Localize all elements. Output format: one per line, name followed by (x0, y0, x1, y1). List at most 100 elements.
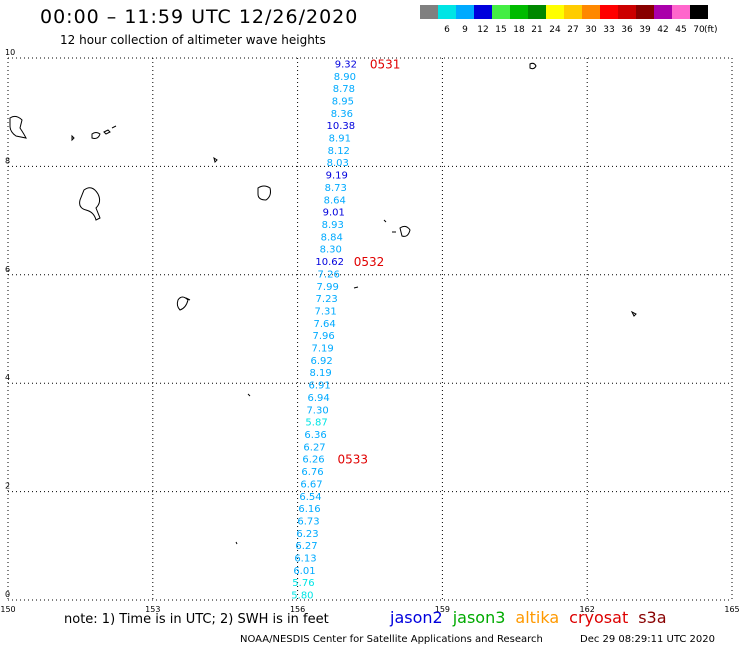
satellite-legend: jason2 jason3 altika cryosat s3a (390, 608, 677, 627)
island-outline (91, 125, 117, 139)
wave-height-value: 6.73 (297, 516, 319, 527)
legend-label: 24 (549, 25, 561, 35)
wave-height-value: 7.26 (318, 269, 340, 280)
wave-height-value: 6.16 (298, 504, 320, 515)
legend-label: 39 (639, 25, 651, 35)
lat-tick-label: 0 (5, 590, 10, 599)
legend-label: 70 (693, 25, 705, 35)
wave-height-value: 7.31 (315, 306, 337, 317)
wave-height-value: 8.78 (333, 84, 355, 95)
wave-height-value: 8.30 (320, 245, 342, 256)
wave-height-value: 5.80 (291, 591, 313, 602)
wave-height-value: 6.94 (307, 393, 329, 404)
island-outline (79, 187, 101, 221)
wave-height-value: 5.76 (292, 578, 314, 589)
island-outline (529, 62, 537, 70)
satellite-name: s3a (638, 608, 667, 627)
legend-label: 15 (495, 25, 506, 35)
legend-swatch (636, 5, 654, 19)
island-outline (176, 296, 191, 311)
legend-label: 18 (513, 25, 525, 35)
lat-tick-label: 8 (5, 156, 10, 165)
wave-height-value: 10.38 (326, 121, 355, 132)
pass-time-label: 0533 (338, 453, 369, 467)
legend-swatch (564, 5, 582, 19)
satellite-name: cryosat (569, 608, 629, 627)
legend-label: 6 (444, 25, 450, 35)
wave-height-value: 8.19 (309, 368, 331, 379)
lon-tick-label: 162 (580, 605, 595, 614)
wave-height-value: 6.91 (308, 381, 330, 392)
lon-tick-label: 159 (435, 605, 450, 614)
island-outline (383, 219, 411, 237)
legend-swatch (654, 5, 672, 19)
wave-height-value: 8.64 (324, 195, 346, 206)
wave-height-value: 7.64 (314, 319, 336, 330)
wave-height-value: 7.96 (313, 331, 335, 342)
legend-label: 21 (531, 25, 542, 35)
legend-swatch (456, 5, 474, 19)
island-outline (257, 185, 271, 201)
island-outlines (9, 62, 637, 545)
axis-tick-labels: 150 153 156 159 162 165 0 2 4 6 8 10 (0, 48, 739, 614)
wave-height-value: 6.27 (303, 442, 325, 453)
island-outline (213, 156, 218, 163)
island-outline (235, 541, 238, 545)
legend-label: 12 (477, 25, 488, 35)
lon-tick-label: 150 (0, 605, 15, 614)
legend-swatch (600, 5, 618, 19)
satellite-name: jason3 (452, 608, 506, 627)
legend-label: 30 (585, 25, 597, 35)
lon-tick-label: 156 (290, 605, 305, 614)
legend-swatch (690, 5, 708, 19)
wave-height-value: 8.91 (329, 134, 351, 145)
wave-height-value: 6.23 (296, 529, 318, 540)
legend-swatch (618, 5, 636, 19)
legend-label: 42 (657, 25, 668, 35)
wave-height-value: 7.99 (317, 282, 339, 293)
legend-swatch (510, 5, 528, 19)
wave-height-value: 10.62 (315, 257, 344, 268)
satellite-name: altika (515, 608, 560, 627)
lon-tick-label: 153 (145, 605, 160, 614)
island-outline (71, 134, 75, 142)
wave-height-value: 8.03 (327, 158, 349, 169)
satellite-name: jason2 (390, 608, 443, 627)
credit-text: NOAA/NESDIS Center for Satellite Applica… (240, 634, 543, 645)
color-legend: 6 9 12 15 18 21 24 27 30 33 36 39 42 45 70 (ft) (420, 5, 718, 35)
legend-label: 45 (675, 25, 686, 35)
legend-swatch (474, 5, 492, 19)
wave-height-value: 7.23 (316, 294, 338, 305)
lat-tick-label: 6 (5, 265, 10, 274)
island-outline (353, 286, 359, 289)
legend-swatch (420, 5, 438, 19)
legend-swatch (438, 5, 456, 19)
pass-time-labels: 0531 0532 0533 (338, 57, 401, 466)
wave-height-value: 6.54 (299, 492, 321, 503)
wave-height-value: 8.93 (322, 220, 344, 231)
wave-height-value: 6.13 (294, 554, 316, 565)
wave-height-value: 6.92 (310, 356, 332, 367)
lat-tick-label: 2 (5, 482, 10, 491)
wave-height-value: 5.87 (305, 418, 327, 429)
pass-time-label: 0532 (354, 255, 385, 269)
wave-height-value: 6.76 (301, 467, 323, 478)
legend-swatch (492, 5, 510, 19)
map-title: 00:00 – 11:59 UTC 12/26/2020 (40, 6, 359, 28)
wave-height-value: 8.84 (321, 232, 343, 243)
lon-tick-label: 165 (724, 605, 739, 614)
wave-height-value: 8.12 (328, 146, 350, 157)
wave-height-value: 9.19 (326, 171, 348, 182)
legend-swatch (528, 5, 546, 19)
wave-height-value: 6.67 (300, 479, 322, 490)
island-outline (630, 310, 637, 317)
footer-note: note: 1) Time is in UTC; 2) SWH is in fe… (64, 612, 329, 627)
legend-label: 9 (462, 25, 468, 35)
wave-height-value: 8.95 (332, 96, 354, 107)
legend-label: 27 (567, 25, 578, 35)
map-subtitle: 12 hour collection of altimeter wave hei… (60, 33, 326, 47)
legend-unit: (ft) (704, 25, 718, 35)
lat-tick-label: 4 (5, 373, 10, 382)
